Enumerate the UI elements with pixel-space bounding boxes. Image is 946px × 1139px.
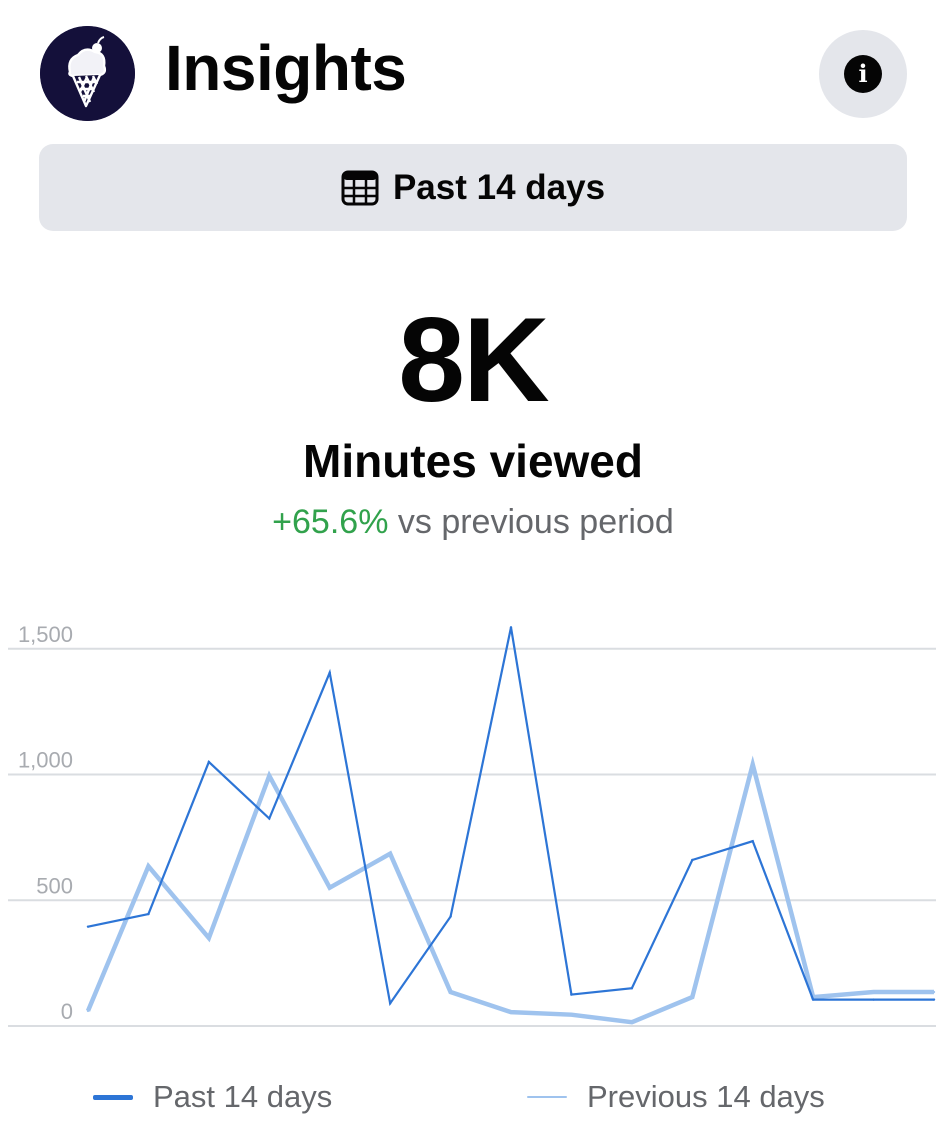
data-point-past[interactable] [328,671,331,674]
data-point-past[interactable] [509,626,513,629]
data-point-previous[interactable] [751,763,754,766]
data-point-previous[interactable] [932,990,936,994]
data-point-past[interactable] [811,998,815,1001]
data-point-past[interactable] [207,760,211,764]
data-point-previous[interactable] [388,852,392,855]
data-point-past[interactable] [86,925,90,928]
page-title: Insights [165,32,407,104]
chart-legend: Past 14 days Previous 14 days [0,1072,946,1122]
data-point-previous[interactable] [691,995,694,999]
metric-value: 8K [398,293,549,427]
data-point-past[interactable] [388,1002,392,1005]
data-point-past[interactable] [751,839,754,843]
data-point-previous[interactable] [207,936,211,940]
y-tick-label: 1,000 [18,748,73,773]
data-point-previous[interactable] [268,774,271,777]
data-point-previous[interactable] [872,990,875,994]
comparison-text: +65.6% vs previous period [0,500,946,544]
data-point-previous[interactable] [570,1013,573,1016]
data-point-previous[interactable] [630,1021,634,1024]
data-point-past[interactable] [630,987,634,990]
y-tick-label: 1,500 [18,622,73,647]
info-button[interactable]: i [819,30,907,118]
date-range-label: Past 14 days [392,167,606,207]
data-point-previous[interactable] [328,886,331,889]
data-point-previous[interactable] [147,865,150,868]
data-point-previous[interactable] [86,1009,90,1013]
data-point-past[interactable] [932,998,936,1001]
calendar-icon [341,170,379,205]
data-point-past[interactable] [872,998,875,1001]
data-point-past[interactable] [691,858,694,862]
data-point-past[interactable] [268,817,271,820]
date-range-button[interactable]: Past 14 days [39,144,907,231]
data-point-past[interactable] [449,915,452,918]
legend-label-past: Past 14 days [153,1079,333,1114]
series-line-past-14-days[interactable] [87,627,934,1007]
change-percent: +65.6% [272,503,389,541]
data-point-previous[interactable] [509,1010,513,1014]
legend-swatch-past [93,1094,133,1100]
change-description: vs previous period [388,503,674,541]
legend-item-previous[interactable]: Previous 14 days [527,1072,825,1122]
y-tick-label: 0 [61,999,73,1024]
page-avatar[interactable] [40,26,135,121]
legend-swatch-previous [527,1096,567,1098]
ice-cream-cone-logo [40,26,135,121]
data-point-past[interactable] [147,912,150,916]
y-tick-label: 500 [36,873,73,898]
legend-label-previous: Previous 14 days [587,1079,825,1114]
data-point-past[interactable] [570,993,573,996]
info-icon: i [844,55,882,93]
data-point-previous[interactable] [449,990,452,994]
minutes-viewed-chart: 0 500 1,000 1,500 [8,622,936,1027]
legend-item-past[interactable]: Past 14 days [93,1072,332,1122]
metric-label: Minutes viewed [303,435,643,487]
